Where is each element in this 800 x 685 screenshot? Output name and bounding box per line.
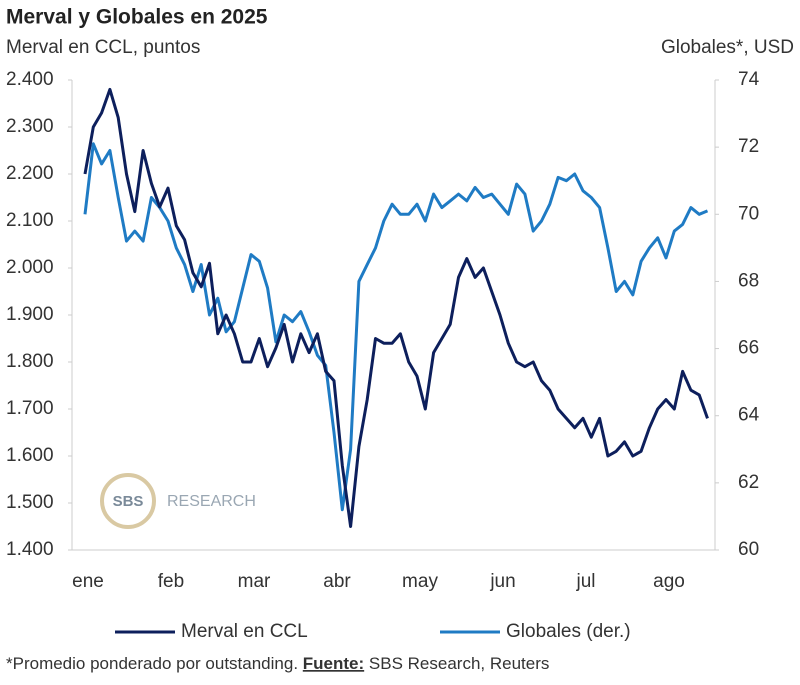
y2-tick-label: 62 [738,472,759,493]
x-tick-label: feb [158,571,184,592]
y-tick-label: 1.700 [6,398,54,419]
y2-tick-label: 60 [738,539,759,560]
footnote-source-label: Fuente: [303,654,364,673]
y-tick-label: 2.100 [6,210,54,231]
y2-tick-label: 74 [738,69,760,90]
footnote: *Promedio ponderado por outstanding. Fue… [6,654,549,673]
y-tick-label: 1.400 [6,539,54,560]
watermark-ring [100,473,156,529]
y2-tick-label: 72 [738,136,759,157]
y2-axis-label: Globales*, USD [661,37,794,58]
watermark-text: RESEARCH [167,493,256,510]
y-tick-label: 2.300 [6,116,54,137]
y-tick-label: 1.500 [6,492,54,513]
x-tick-label: ago [653,571,685,592]
x-tick-label: may [402,571,438,592]
watermark-mark: SBS [113,493,144,510]
legend-label: Globales (der.) [506,621,631,642]
x-tick-label: mar [238,571,271,592]
y2-tick-label: 68 [738,270,759,291]
y-tick-label: 1.800 [6,351,54,372]
y-tick-label: 1.900 [6,304,54,325]
series-line [83,142,709,512]
x-tick-label: jul [575,571,595,592]
chart-title: Merval y Globales en 2025 [6,6,268,29]
series-line [83,87,709,528]
y2-tick-label: 64 [738,405,760,426]
y-tick-label: 2.000 [6,257,54,278]
footnote-source: SBS Research, Reuters [369,654,549,673]
x-tick-label: ene [72,571,104,592]
y-tick-label: 2.200 [6,163,54,184]
watermark: SBS RESEARCH [100,473,256,529]
x-tick-label: jun [489,571,515,592]
footnote-note: *Promedio ponderado por outstanding. [6,654,298,673]
y-tick-label: 2.400 [6,69,54,90]
y2-tick-label: 66 [738,338,759,359]
y-axis-label: Merval en CCL, puntos [6,37,200,58]
x-tick-label: abr [323,571,351,592]
y-tick-label: 1.600 [6,445,54,466]
legend-label: Merval en CCL [181,621,308,642]
y2-tick-label: 70 [738,203,759,224]
